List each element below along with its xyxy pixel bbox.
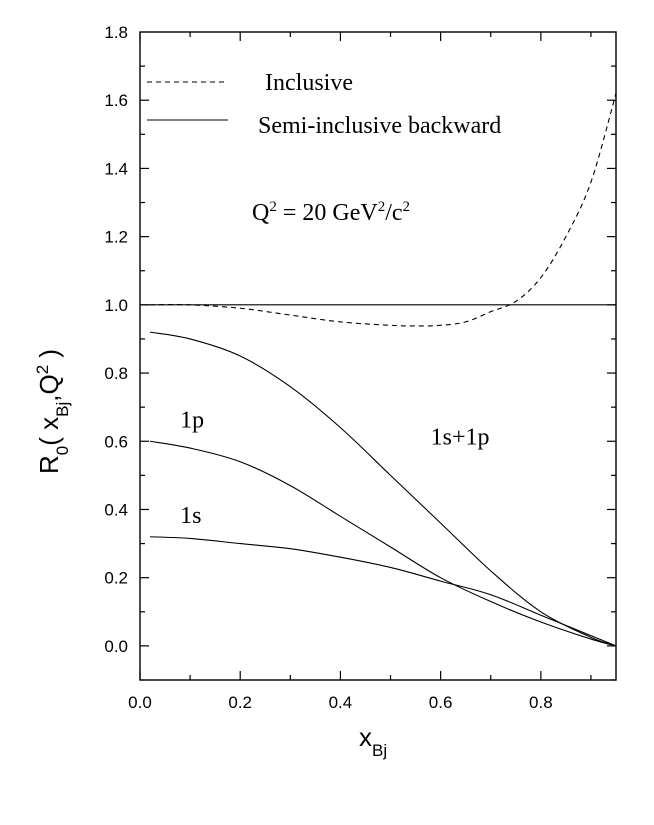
y-axis-title-r: R xyxy=(34,455,64,474)
y-axis-title-x-sub: Bj xyxy=(53,402,72,417)
curves xyxy=(140,93,617,647)
legend-label-semi-inclusive: Semi-inclusive backward xyxy=(258,113,501,139)
y-tick-label: 0.0 xyxy=(104,637,128,656)
x-axis-title-sub: Bj xyxy=(372,741,387,760)
x-tick-label: 0.4 xyxy=(329,693,353,712)
series-1s-line xyxy=(149,536,617,647)
curve-labels: 1s+1p 1p 1s xyxy=(180,408,489,529)
y-axis-title-open: ( x xyxy=(34,417,64,446)
legend: Inclusive Semi-inclusive backward xyxy=(147,70,501,139)
series-1s-1p-line xyxy=(149,331,617,647)
q2-annotation-tail-sup: 2 xyxy=(403,199,411,215)
x-tick-label: 0.8 xyxy=(529,693,553,712)
x-axis-title: xBj xyxy=(359,722,387,760)
curve-label: 1s+1p xyxy=(431,425,490,451)
y-tick-label: 0.8 xyxy=(104,364,128,383)
y-tick-label: 0.6 xyxy=(104,432,128,451)
y-tick-label: 0.4 xyxy=(104,500,128,519)
y-axis-title: R0( xBj,Q2 ) xyxy=(33,349,72,474)
y-tick-label: 1.0 xyxy=(104,296,128,315)
q2-annotation: Q2 = 20 GeV2/c2 xyxy=(252,199,410,226)
y-tick-label: 1.4 xyxy=(104,159,128,178)
curve-label: 1s xyxy=(180,503,201,529)
y-tick-label: 1.8 xyxy=(104,23,128,42)
x-tick-label: 0.6 xyxy=(429,693,453,712)
q2-annotation-q: Q xyxy=(252,200,269,226)
tick-labels: 0.0 0.2 0.4 0.6 0.8 1.0 1.2 1.4 1.6 1.8 0.0 0.2 0.4 0… xyxy=(104,23,552,712)
y-axis-title-close: ) xyxy=(34,349,64,365)
plot-frame xyxy=(139,31,617,681)
y-axis-title-sup: 2 xyxy=(33,365,52,374)
y-axis-title-rest: ,Q xyxy=(34,374,64,401)
legend-label-inclusive: Inclusive xyxy=(265,70,353,96)
curve-label: 1p xyxy=(180,408,204,434)
q2-annotation-q-sup: 2 xyxy=(269,199,277,215)
q2-annotation-mid: = 20 GeV xyxy=(277,200,379,226)
series-inclusive-line xyxy=(150,93,617,327)
y-tick-label: 1.6 xyxy=(104,91,128,110)
q2-annotation-unit-tail: /c xyxy=(385,200,402,226)
q2-annotation-unit-sup: 2 xyxy=(378,199,386,215)
x-tick-label: 0.0 xyxy=(128,693,152,712)
x-tick-label: 0.2 xyxy=(228,693,252,712)
series-1p-line xyxy=(149,440,617,647)
y-tick-label: 1.2 xyxy=(104,228,128,247)
x-axis-title-main: x xyxy=(359,722,372,752)
y-axis-title-r-sub: 0 xyxy=(53,446,72,455)
y-tick-label: 0.2 xyxy=(104,569,128,588)
